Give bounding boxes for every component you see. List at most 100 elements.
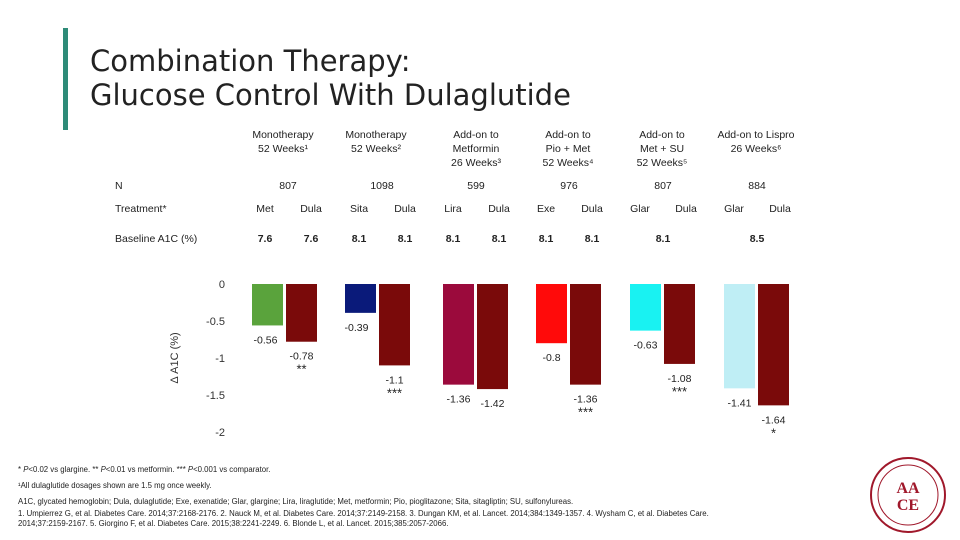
treatment-2a: Sita bbox=[349, 203, 369, 215]
bar-1a bbox=[252, 284, 283, 326]
chart-axes: 0 -0.5 -1 -1.5 -2 Δ A1C (%) bbox=[169, 279, 225, 439]
column-header-4: Add-on to Pio + Met 52 Weeks⁴ bbox=[522, 128, 614, 170]
column-header-6-line-1: Add-on to Lispro bbox=[717, 129, 795, 141]
bar-2b bbox=[379, 284, 410, 366]
row-label-baseline: Baseline A1C (%) bbox=[115, 233, 198, 245]
column-header-1-line-1: Monotherapy bbox=[252, 129, 314, 141]
baseline-4b: 8.1 bbox=[584, 233, 600, 245]
chart-value-labels: -0.56-0.78**-0.39-1.1*** -1.36 -1.42-0.8-1… bbox=[254, 322, 786, 441]
footnote-sig-c: <0.01 vs metformin. *** bbox=[105, 465, 188, 474]
footnote-references-2: 2014;37:2159-2167. 5. Giorgino F, et al.… bbox=[18, 519, 449, 528]
value-label: -1.36 bbox=[447, 394, 471, 406]
footnote-abbreviations: A1C, glycated hemoglobin; Dula, dulaglut… bbox=[18, 497, 574, 506]
treatment-6b: Dula bbox=[769, 203, 791, 215]
baseline-4a: 8.1 bbox=[538, 233, 554, 245]
y-tick-label: -1.5 bbox=[206, 390, 225, 402]
value-label: -1.36 bbox=[574, 394, 598, 406]
baseline-2b: 8.1 bbox=[397, 233, 413, 245]
y-tick-label: -2 bbox=[215, 427, 225, 439]
bar-4b bbox=[570, 284, 601, 385]
n-value-2: 1098 bbox=[370, 180, 394, 192]
footnote-sig-a: * bbox=[18, 465, 24, 474]
column-header-5-line-1: Add-on to bbox=[639, 129, 685, 141]
column-header-3-line-1: Add-on to bbox=[453, 129, 499, 141]
bar-4a bbox=[536, 284, 567, 344]
row-label-n: N bbox=[115, 180, 123, 192]
footnote-sig-b: <0.02 vs glargine. ** bbox=[28, 465, 101, 474]
treatment-1b: Dula bbox=[300, 203, 322, 215]
treatment-2b: Dula bbox=[394, 203, 416, 215]
y-axis-label: Δ A1C (%) bbox=[169, 332, 181, 383]
baseline-1b: 7.6 bbox=[303, 233, 319, 245]
footnote-references-1: 1. Umpierrez G, et al. Diabetes Care. 20… bbox=[18, 509, 709, 518]
baseline-5: 8.1 bbox=[655, 233, 671, 245]
bar-5a bbox=[630, 284, 661, 331]
treatment-6a: Glar bbox=[724, 203, 744, 215]
y-tick-label: 0 bbox=[219, 279, 225, 291]
column-header-2: Monotherapy 52 Weeks² bbox=[330, 128, 422, 156]
n-value-1: 807 bbox=[279, 180, 297, 192]
column-header-3-line-3: 26 Weeks³ bbox=[451, 157, 501, 169]
value-label: -0.8 bbox=[542, 352, 560, 364]
y-tick-label: -0.5 bbox=[206, 316, 225, 328]
y-tick-label: -1 bbox=[215, 353, 225, 365]
column-header-4-line-1: Add-on to bbox=[545, 129, 591, 141]
footnote-sig-p3: P bbox=[187, 465, 194, 474]
column-header-6: Add-on to Lispro 26 Weeks⁶ bbox=[704, 128, 808, 156]
treatment-4b: Dula bbox=[581, 203, 603, 215]
value-label: -1.08 bbox=[668, 373, 692, 385]
significance-marker: ** bbox=[296, 362, 306, 377]
n-value-5: 807 bbox=[654, 180, 672, 192]
baseline-3a: 8.1 bbox=[445, 233, 461, 245]
footnote-sig-p2: P bbox=[100, 465, 106, 474]
column-header-1: Monotherapy 52 Weeks¹ bbox=[237, 128, 329, 156]
bar-1b bbox=[286, 284, 317, 342]
column-header-3-line-2: Metformin bbox=[452, 143, 500, 155]
column-header-5-line-3: 52 Weeks⁵ bbox=[636, 157, 688, 169]
footnote-sig-d: <0.001 vs comparator. bbox=[193, 465, 271, 474]
column-header-3: Add-on to Metformin 26 Weeks³ bbox=[430, 128, 522, 170]
column-header-4-line-2: Pio + Met bbox=[545, 143, 591, 155]
significance-marker: *** bbox=[387, 385, 402, 400]
title-line-1: Combination Therapy: bbox=[90, 44, 411, 78]
baseline-3b: 8.1 bbox=[491, 233, 507, 245]
bar-6a bbox=[724, 284, 755, 389]
value-label: -1.42 bbox=[481, 398, 505, 410]
column-header-2-line-1: Monotherapy bbox=[345, 129, 407, 141]
footnote-sig-p1: P bbox=[23, 465, 29, 474]
bar-3b bbox=[477, 284, 508, 390]
bar-5b bbox=[664, 284, 695, 364]
svg-text:CE: CE bbox=[897, 497, 919, 514]
significance-marker: *** bbox=[578, 405, 593, 420]
bar-2a bbox=[345, 284, 376, 313]
svg-text:AA: AA bbox=[896, 480, 920, 497]
treatment-1a: Met bbox=[256, 203, 274, 215]
footnote-dosage: ¹All dulaglutide dosages shown are 1.5 m… bbox=[18, 481, 212, 490]
baseline-1a: 7.6 bbox=[257, 233, 273, 245]
column-header-1-line-2: 52 Weeks¹ bbox=[258, 143, 308, 155]
treatment-5b: Dula bbox=[675, 203, 697, 215]
bar-3a bbox=[443, 284, 474, 385]
treatment-4a: Exe bbox=[536, 203, 556, 215]
footnote-significance: * P<0.02 vs glargine. ** P<0.01 vs metfo… bbox=[18, 465, 270, 475]
row-label-treatment: Treatment* bbox=[115, 203, 167, 215]
value-label: -1.64 bbox=[762, 414, 786, 426]
value-label: -0.78 bbox=[290, 351, 314, 363]
column-header-5-line-2: Met + SU bbox=[639, 143, 685, 155]
bar-6b bbox=[758, 284, 789, 406]
slide-title: Combination Therapy: Glucose Control Wit… bbox=[90, 44, 571, 112]
n-value-6: 884 bbox=[748, 180, 766, 192]
treatment-3b: Dula bbox=[488, 203, 510, 215]
baseline-2a: 8.1 bbox=[351, 233, 367, 245]
value-label: -0.56 bbox=[254, 334, 278, 346]
value-label: -0.63 bbox=[634, 340, 658, 352]
column-header-6-line-2: 26 Weeks⁶ bbox=[730, 143, 782, 155]
value-label: -1.41 bbox=[728, 397, 752, 409]
n-value-4: 976 bbox=[560, 180, 578, 192]
aace-seal-logo: AA CE bbox=[870, 457, 946, 533]
title-line-2: Glucose Control With Dulaglutide bbox=[90, 78, 571, 112]
treatment-5a: Glar bbox=[630, 203, 650, 215]
significance-marker: *** bbox=[672, 384, 687, 399]
baseline-6: 8.5 bbox=[749, 233, 765, 245]
